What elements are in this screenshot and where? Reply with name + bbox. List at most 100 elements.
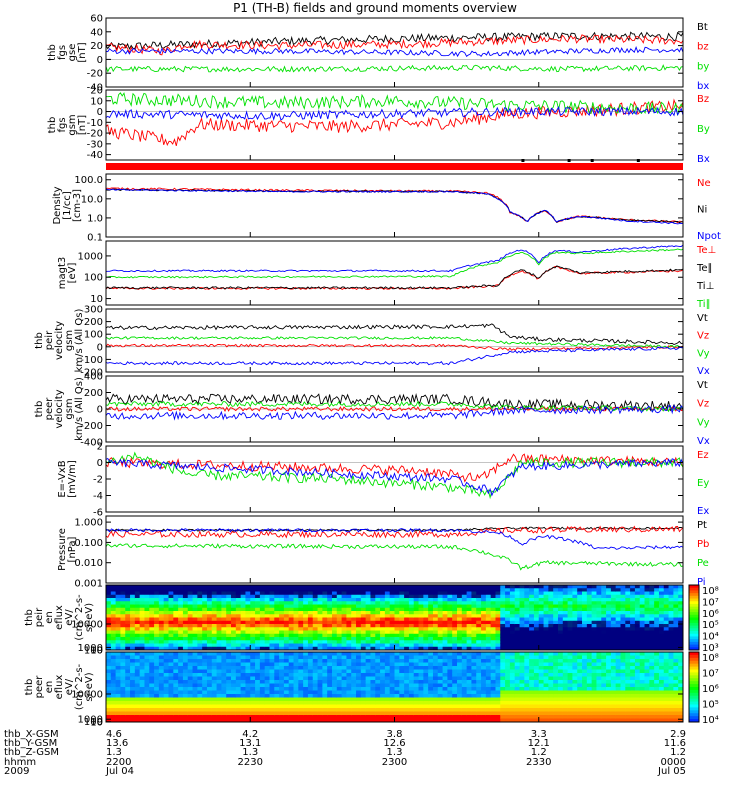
heat-cell	[202, 588, 208, 592]
heat-cell	[149, 594, 155, 599]
heat-cell	[322, 585, 328, 589]
heat-cell	[293, 643, 299, 648]
heat-cell	[548, 694, 554, 698]
heat-cell	[168, 640, 174, 644]
heat-cell	[346, 697, 352, 702]
heat-cell	[125, 630, 131, 635]
heat-cell	[154, 614, 160, 618]
heat-cell	[485, 601, 492, 605]
heat-cell	[562, 687, 569, 691]
heat-cell	[370, 715, 376, 719]
heat-cell	[399, 646, 405, 651]
heat-cell	[673, 598, 679, 602]
heat-cell	[457, 611, 463, 615]
heat-cell	[331, 585, 338, 589]
heat-cell	[442, 690, 448, 695]
heat-cell	[586, 611, 593, 615]
heat-cell	[524, 708, 530, 712]
heat-cell	[384, 611, 391, 615]
heat-cell	[120, 687, 126, 691]
heat-cell	[259, 687, 266, 691]
heat-cell	[601, 652, 607, 656]
heat-cell	[432, 669, 439, 674]
heat-cell	[110, 690, 117, 695]
heat-cell	[206, 585, 213, 589]
heat-cell	[413, 659, 420, 663]
heat-cell	[269, 643, 275, 648]
heat-cell	[418, 718, 424, 723]
heat-cell	[216, 611, 222, 615]
heat-cell	[437, 715, 444, 719]
heat-cell	[274, 611, 280, 615]
heat-cell	[505, 640, 511, 644]
heat-cell	[226, 694, 232, 698]
heat-cell	[610, 588, 617, 592]
heat-cell	[432, 637, 439, 641]
heat-cell	[331, 666, 338, 670]
heat-cell	[134, 718, 141, 723]
heat-cell	[601, 624, 607, 628]
heat-cell	[519, 715, 525, 719]
heat-cell	[130, 715, 136, 719]
heat-cell	[211, 683, 218, 688]
heat-cell	[331, 673, 338, 677]
heat-cell	[471, 666, 477, 670]
heat-cell	[625, 607, 631, 612]
heat-cell	[591, 690, 597, 695]
heat-cell	[418, 704, 424, 709]
heat-cell	[591, 585, 597, 589]
heat-cell	[606, 701, 612, 705]
heat-cell	[471, 637, 477, 641]
heat-cell	[557, 718, 564, 723]
heat-cell	[553, 659, 559, 663]
heat-cell	[231, 601, 237, 605]
heat-cell	[428, 614, 434, 618]
heat-cell	[202, 627, 208, 631]
y-axis-label: thb	[34, 332, 45, 349]
heat-cell	[341, 637, 347, 641]
heat-cell	[678, 588, 684, 592]
heat-cell	[346, 704, 352, 709]
heat-cell	[466, 715, 472, 719]
heat-cell	[274, 598, 280, 602]
heat-cell	[538, 627, 545, 631]
heat-cell	[163, 666, 170, 670]
heat-cell	[351, 640, 357, 644]
heat-cell	[110, 624, 117, 628]
heat-cell	[341, 662, 347, 667]
heat-cell	[596, 676, 602, 681]
heat-cell	[134, 683, 141, 688]
heat-cell	[144, 601, 150, 605]
heat-cell	[481, 627, 487, 631]
heat-cell	[582, 701, 588, 705]
heat-cell	[553, 627, 559, 631]
heat-cell	[481, 591, 487, 596]
heat-cell	[466, 676, 472, 681]
heat-cell	[139, 585, 145, 589]
heat-cell	[192, 591, 198, 596]
heat-cell	[384, 614, 391, 618]
heat-cell	[519, 704, 525, 709]
heat-cell	[543, 640, 549, 644]
heat-cell	[293, 701, 299, 705]
heat-cell	[163, 718, 170, 723]
heat-cell	[206, 604, 213, 609]
heat-cell	[654, 637, 660, 641]
y-tick-label: -100	[80, 355, 103, 366]
heat-cell	[134, 627, 141, 631]
heat-cell	[168, 604, 174, 609]
heat-cell	[274, 676, 280, 681]
heat-cell	[447, 646, 453, 651]
heat-cell	[134, 646, 141, 651]
heat-cell	[370, 666, 376, 670]
heat-cell	[610, 715, 617, 719]
heat-cell	[245, 598, 251, 602]
heat-cell	[509, 697, 516, 702]
heat-cell	[245, 640, 251, 644]
heat-cell	[524, 683, 530, 688]
heat-cell	[264, 690, 270, 695]
heat-cell	[634, 655, 641, 660]
heat-cell	[577, 704, 583, 709]
heat-cell	[567, 694, 573, 698]
y-tick-label: 0	[97, 55, 103, 66]
